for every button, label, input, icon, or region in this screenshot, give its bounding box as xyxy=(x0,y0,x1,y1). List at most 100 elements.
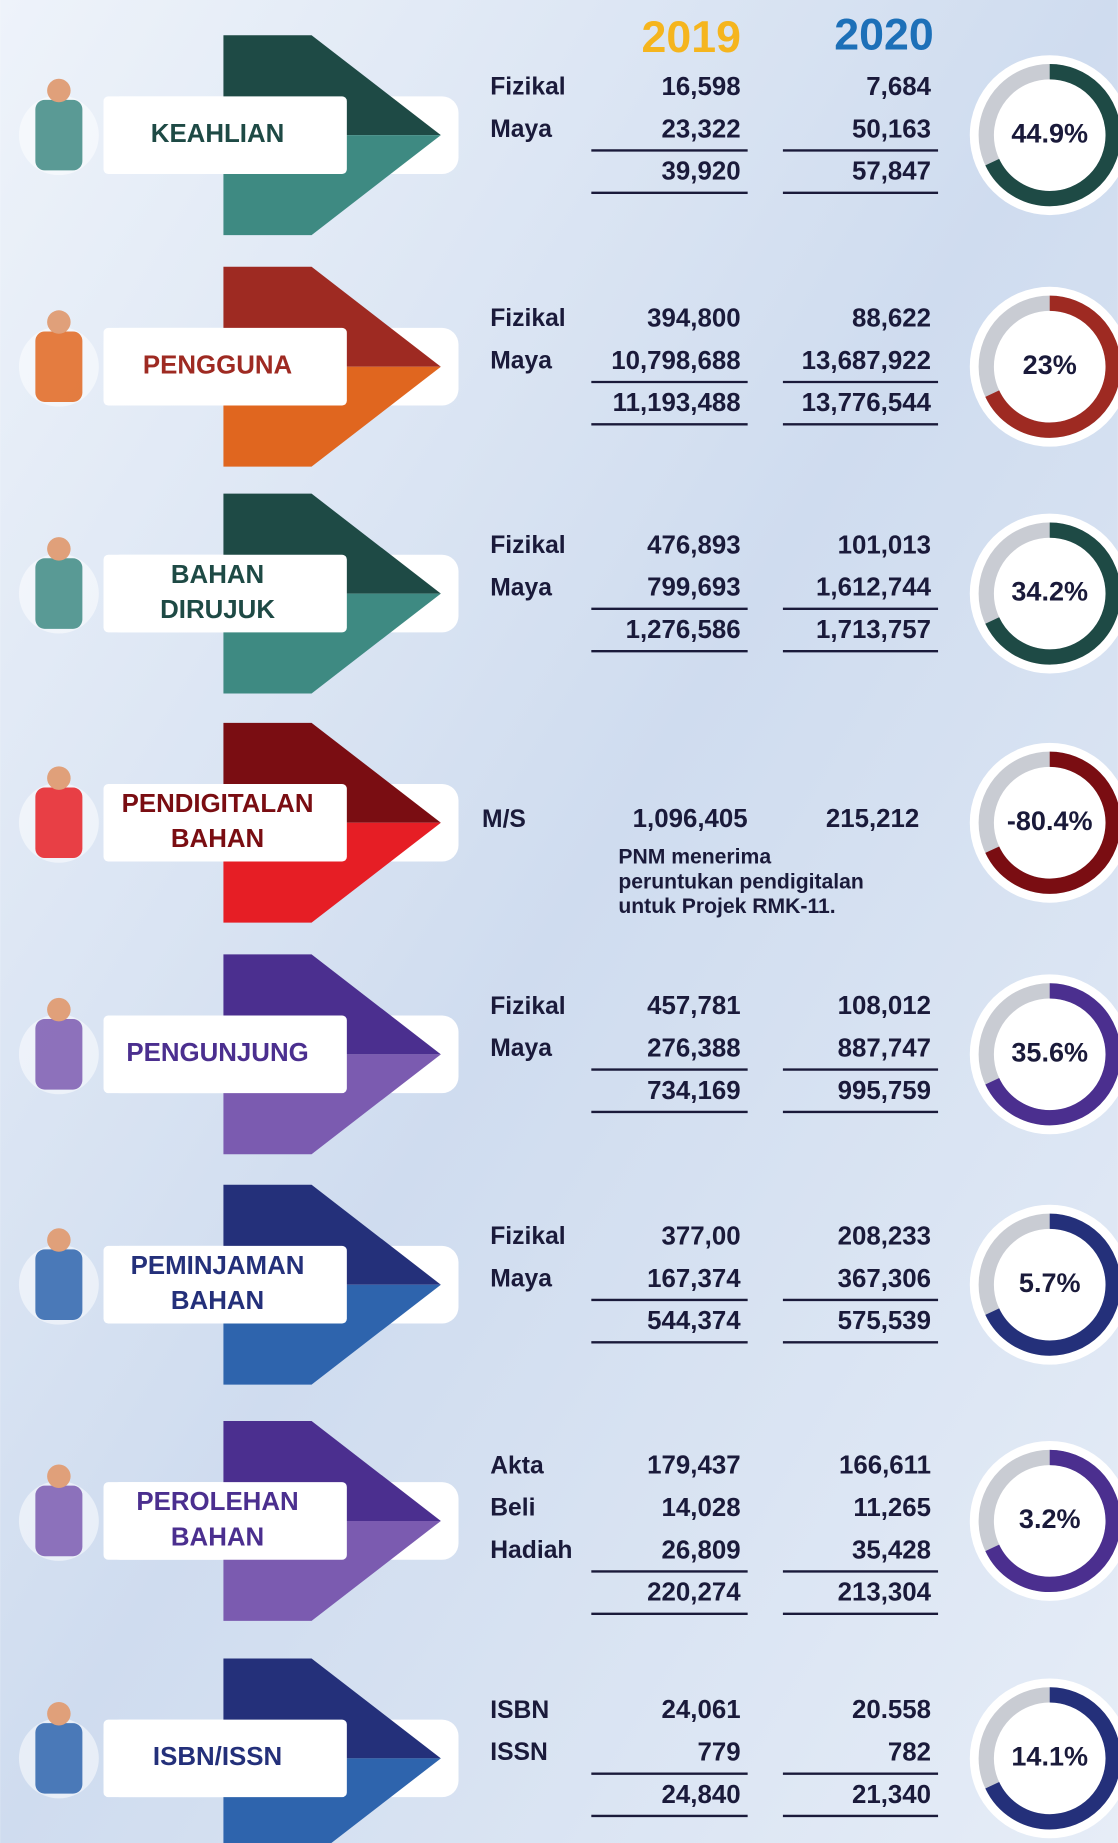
year-2020: 2020 xyxy=(834,10,933,59)
value-2020: 215,212 xyxy=(826,805,919,833)
total-2020: 1,713,757 xyxy=(816,616,931,644)
donut-arc xyxy=(978,1213,1118,1356)
label-pill-front xyxy=(103,1015,347,1094)
section-label: PENGGUNA xyxy=(143,352,292,380)
icon-head xyxy=(47,310,71,334)
section-label: DIRUJUK xyxy=(160,596,275,624)
row-label: ISSN xyxy=(490,1739,548,1766)
percent: -80.4% xyxy=(1007,806,1093,836)
icon xyxy=(35,558,83,629)
value-2020: 887,747 xyxy=(838,1034,931,1062)
total-2020: 13,776,544 xyxy=(802,389,932,417)
section-label: PEMINJAMAN xyxy=(131,1252,305,1280)
row-label: Akta xyxy=(490,1452,544,1479)
value-2019: 779 xyxy=(697,1738,740,1766)
year-2019: 2019 xyxy=(642,13,741,62)
label-pill-front xyxy=(103,1482,347,1560)
icon-head xyxy=(47,766,71,790)
value-2020: 108,012 xyxy=(838,992,931,1020)
total-2019: 11,193,488 xyxy=(613,389,741,417)
total-2019: 544,374 xyxy=(647,1307,741,1335)
section-label: BAHAN xyxy=(171,1523,264,1551)
icon xyxy=(35,1485,83,1557)
percent: 23% xyxy=(1023,350,1077,380)
icon-head xyxy=(47,1464,71,1489)
value-2019: 14,028 xyxy=(662,1494,741,1522)
row-label: Maya xyxy=(490,574,552,601)
percent: 35.6% xyxy=(1011,1037,1088,1067)
row-label: Fizikal xyxy=(490,532,565,559)
section-label: BAHAN xyxy=(171,825,264,853)
donut-arc xyxy=(978,522,1118,665)
percent: 5.7% xyxy=(1019,1268,1081,1298)
total-2020: 995,759 xyxy=(838,1077,931,1105)
row-label: Maya xyxy=(490,1035,552,1062)
icon xyxy=(35,1723,83,1794)
total-2019: 24,840 xyxy=(662,1781,741,1809)
icon-head xyxy=(47,1701,71,1726)
donut-arc xyxy=(978,1449,1118,1593)
note: PNM menerima xyxy=(618,846,771,869)
donut-arc xyxy=(978,1687,1118,1830)
value-2020: 101,013 xyxy=(838,531,931,559)
value-2020: 13,687,922 xyxy=(802,347,931,375)
note: peruntukan pendigitalan xyxy=(618,870,863,893)
value-2020: 20.558 xyxy=(852,1696,931,1724)
value-2019: 377,00 xyxy=(662,1223,741,1251)
total-2020: 21,340 xyxy=(852,1781,931,1809)
value-2020: 782 xyxy=(888,1738,931,1766)
icon-head xyxy=(47,537,71,561)
note: untuk Projek RMK-11. xyxy=(618,895,835,918)
value-2020: 1,612,744 xyxy=(816,574,932,602)
total-2020: 57,847 xyxy=(852,158,931,186)
total-2020: 575,539 xyxy=(838,1307,931,1335)
label-pill-front xyxy=(103,96,347,174)
total-2020: 213,304 xyxy=(838,1579,932,1607)
icon-head xyxy=(47,78,71,103)
section-label: PENDIGITALAN xyxy=(122,790,314,818)
total-2019: 39,920 xyxy=(662,158,741,186)
value-2019: 276,388 xyxy=(647,1034,740,1062)
value-2019: 167,374 xyxy=(647,1265,741,1293)
row-label: M/S xyxy=(482,806,526,833)
row-label: Maya xyxy=(490,1266,552,1293)
icon xyxy=(35,1249,83,1320)
label-pill-front xyxy=(103,1245,347,1324)
row-label: Beli xyxy=(490,1495,535,1522)
value-2020: 166,611 xyxy=(839,1452,931,1480)
value-2019: 10,798,688 xyxy=(611,347,740,375)
section-label: BAHAN xyxy=(171,1287,264,1315)
icon xyxy=(35,331,83,402)
value-2020: 50,163 xyxy=(852,115,931,143)
percent: 14.1% xyxy=(1011,1742,1088,1772)
row-label: Fizikal xyxy=(490,1223,565,1250)
percent: 3.2% xyxy=(1019,1504,1081,1534)
value-2020: 11,265 xyxy=(853,1494,931,1522)
value-2020: 367,306 xyxy=(838,1265,931,1293)
value-2019: 799,693 xyxy=(647,574,740,602)
label-pill-front xyxy=(103,554,347,633)
row-label: Fizikal xyxy=(490,305,565,332)
donut-arc xyxy=(978,64,1118,207)
section-label: PENGUNJUNG xyxy=(126,1039,308,1067)
icon xyxy=(35,787,83,859)
total-2019: 1,276,586 xyxy=(626,616,741,644)
row-label: Hadiah xyxy=(490,1537,572,1564)
value-2019: 23,322 xyxy=(662,115,741,143)
percent: 44.9% xyxy=(1011,118,1088,148)
value-2020: 35,428 xyxy=(852,1536,931,1564)
row-label: ISBN xyxy=(490,1697,549,1724)
icon-head xyxy=(47,1228,71,1252)
value-2020: 88,622 xyxy=(852,305,931,333)
value-2019: 26,809 xyxy=(662,1536,741,1564)
icon xyxy=(35,1019,83,1090)
row-label: Maya xyxy=(490,348,552,375)
total-2019: 734,169 xyxy=(647,1077,740,1105)
donut-arc xyxy=(978,751,1118,894)
section-label: BAHAN xyxy=(171,561,264,589)
row-label: Fizikal xyxy=(490,74,565,101)
value-2019: 179,437 xyxy=(647,1452,740,1480)
value-2019: 457,781 xyxy=(647,992,740,1020)
label-pill-front xyxy=(103,783,347,862)
